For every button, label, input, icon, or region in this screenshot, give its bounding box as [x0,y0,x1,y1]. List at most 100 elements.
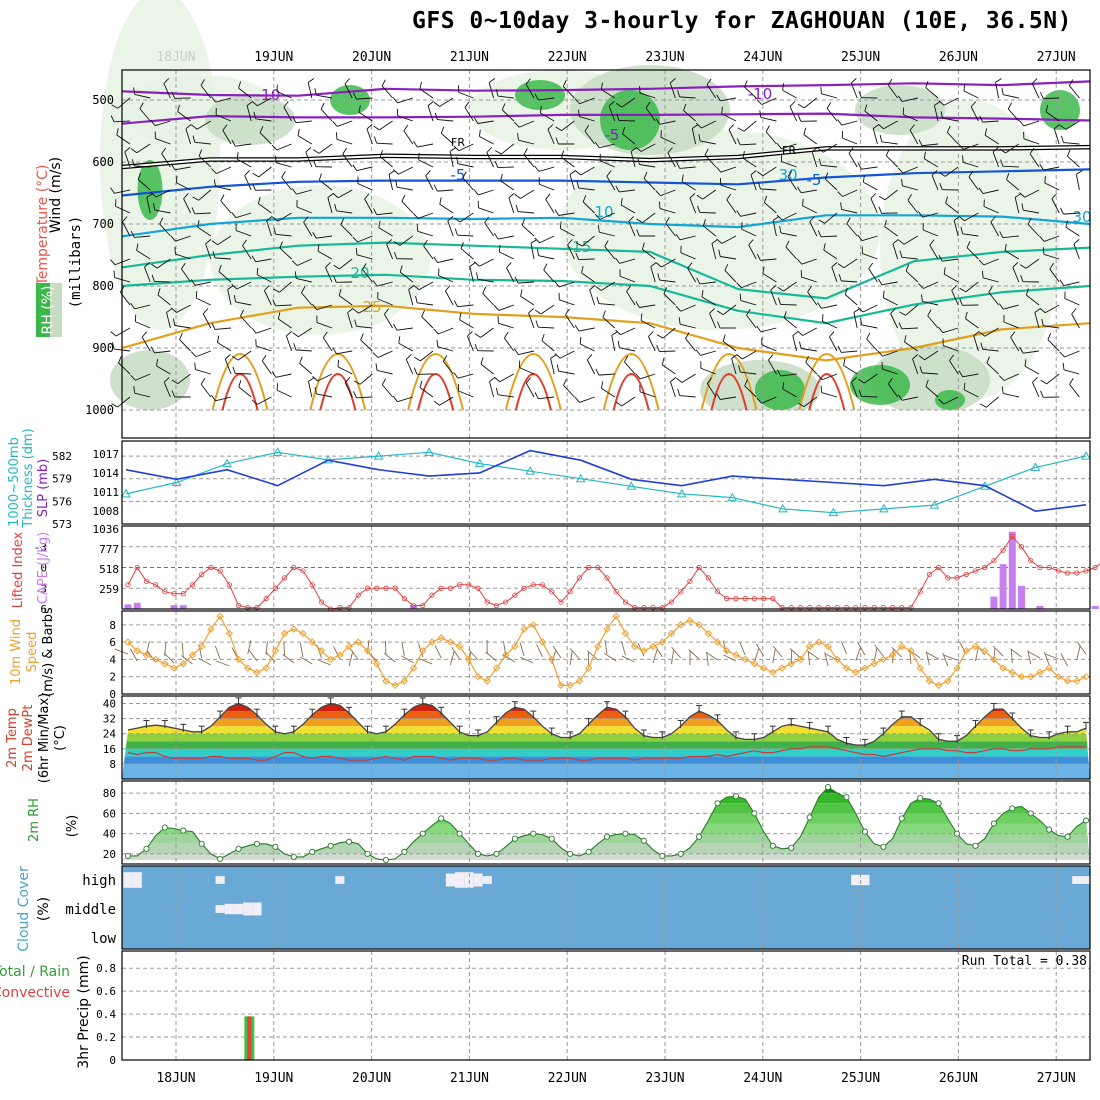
2m-dewpt-line [127,746,1086,761]
cloud-cell [252,902,262,916]
wind-barb [680,304,696,312]
y-axis-label-slp: SLP (mb) [36,459,51,518]
lifted-index-marker [622,599,629,605]
chart-title: GFS 0~10day 3-hourly for ZAGHOUAN (10E, … [412,8,1072,34]
wind-barb-flag [965,311,968,319]
wind-barb [478,189,494,196]
wind-speed-marker [1036,668,1044,677]
surface-wind-barb [536,644,543,658]
wind-barb [909,129,919,145]
wind-barb-flag [554,209,559,216]
wind-barb-flag [1034,308,1041,313]
y-tick-label-thickness: 582 [52,450,72,463]
wind-barb-flag [878,195,886,201]
wind-barb-flag [946,125,951,133]
wind-barb [841,120,858,126]
wind-barb [377,281,393,287]
wind-barb [800,348,817,352]
wind-speed-marker [538,638,547,646]
wind-barb [680,252,696,260]
wind-barb [619,258,636,264]
x-tick-label-top: 26JUN [939,50,978,65]
rh-band [122,843,1090,854]
wind-barb-flag [308,377,315,382]
lifted-index-marker [687,578,693,584]
wind-barb [988,292,999,306]
wind-barb-flag [320,102,325,110]
wind-barb [805,362,818,375]
wind-barb [155,138,171,145]
wind-barb-flag [877,123,884,130]
lifted-index-marker [1074,570,1080,576]
wind-barb [316,393,333,398]
wind-barb [823,143,838,153]
wind-barb [256,345,272,352]
wind-barb [417,302,434,306]
wind-barb-flag [534,93,539,101]
below-surface-bg [122,410,1090,438]
wind-barb-flag [504,331,509,339]
wind-barb-flag [837,119,843,126]
wind-barb-flag [272,216,279,222]
wind-barb [924,350,939,361]
wind-barb [336,350,353,355]
cloud-cell [215,905,225,913]
wind-barb-flag [347,308,354,314]
wind-speed-marker [262,664,270,672]
wind-barb [146,197,151,214]
wind-barb [1063,281,1080,287]
wind-barb-flag [958,143,964,150]
wind-barb-flag [756,99,763,105]
wind-barb [659,208,676,214]
wind-barb-flag [190,279,196,286]
surface-wind-barb [855,647,861,662]
wind-barb-flag [413,284,420,291]
rh-marker [806,814,813,821]
wind-barb-flag [1065,220,1068,228]
y-axis-label-2m-rh: 2m RH [27,798,42,842]
wind-barb-flag [205,239,212,245]
wind-barb [581,272,595,283]
wind-barb-flag [508,193,515,199]
wind-barb [519,120,535,128]
wind-barb [521,224,535,237]
wind-barb-flag [803,127,807,135]
wind-barb-flag [224,354,231,360]
wind-barb [922,143,939,147]
wind-speed-marker [999,664,1007,672]
wind-speed-marker [474,673,482,681]
wind-speed-marker [465,655,473,664]
surface-wind-barb [468,649,479,661]
wind-barb [520,189,535,199]
lifted-index-marker [1064,570,1071,576]
wind-barb-flag [1000,159,1004,167]
wind-barb-flag [837,263,845,269]
lifted-index-marker [733,596,739,602]
wind-barb-flag [151,274,155,282]
wind-speed-marker [188,651,197,659]
wind-barb [518,281,535,284]
wind-barb-flag [823,243,826,251]
wind-speed-marker [308,638,316,646]
wind-barb [417,143,434,148]
wind-barb [399,235,414,246]
wind-speed-marker [326,655,335,664]
wind-barb-flag [958,370,964,378]
wind-barb-flag [574,396,580,403]
wind-barb [782,388,797,398]
wind-speed-marker [363,647,372,655]
rh-legend-swatch [36,283,50,337]
wind-barb-flag [797,402,805,408]
rh-band [122,823,1090,834]
wind-barb [760,188,777,191]
wind-barb [501,143,515,155]
wind-speed-marker [557,681,565,690]
wind-barb-flag [945,196,949,204]
lifted-index-marker [143,578,150,584]
wind-barb-flag [352,164,358,171]
wind-barb [154,350,171,354]
wind-barb [703,225,717,237]
wind-barb-flag [837,345,842,353]
wind-barb-flag [728,124,735,130]
wind-barb [619,347,636,352]
